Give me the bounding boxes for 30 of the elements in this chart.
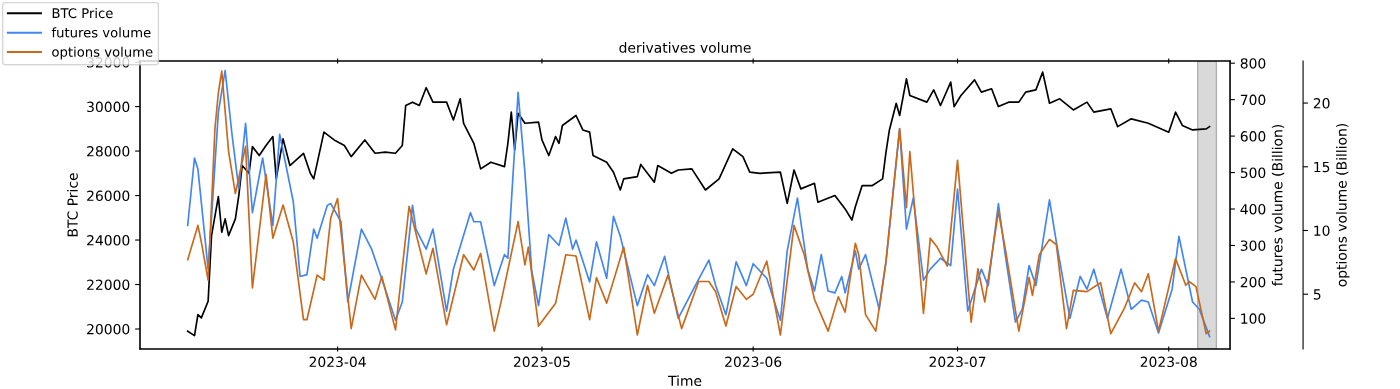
y-tick-label: 28000: [87, 146, 130, 157]
y-tick-label: 24000: [87, 235, 130, 246]
y3-tick-label: 15: [1314, 161, 1330, 173]
legend-label: futures volume: [51, 27, 151, 38]
x-tick-label: 2023-06: [725, 356, 782, 368]
y-tick-label: 30000: [87, 101, 130, 113]
y2-tick-label: 800: [1240, 58, 1266, 69]
y-tick-label: 22000: [87, 279, 130, 290]
y2-tick-label: 500: [1240, 167, 1266, 179]
legend-label: BTC Price: [52, 7, 113, 19]
y-tick-label: 20000: [87, 323, 130, 335]
x-axis-title: Time: [667, 375, 702, 387]
y3-tick-label: 5: [1313, 289, 1321, 300]
y-axis-title: BTC Price: [67, 173, 78, 237]
y2-axis-title: futures volume (Billion): [1271, 124, 1285, 286]
y3-tick-label: 20: [1313, 98, 1330, 109]
x-tick-label: 2023-07: [929, 356, 986, 368]
y3-tick-label: 10: [1314, 225, 1330, 236]
x-tick-label: 2023-04: [309, 356, 366, 368]
y2-tick-label: 700: [1240, 94, 1266, 106]
x-tick-label: 2023-08: [1140, 356, 1197, 368]
y3-axis-title: options volume (Billion): [1336, 123, 1350, 287]
y2-tick-label: 100: [1241, 313, 1266, 324]
y2-tick-label: 300: [1240, 240, 1266, 251]
y2-tick-label: 200: [1240, 276, 1266, 288]
y2-tick-label: 400: [1240, 203, 1266, 215]
x-tick-label: 2023-05: [513, 356, 570, 368]
y2-tick-label: 600: [1240, 131, 1266, 142]
chart-title: derivatives volume: [619, 42, 751, 53]
y-tick-label: 26000: [87, 190, 130, 202]
